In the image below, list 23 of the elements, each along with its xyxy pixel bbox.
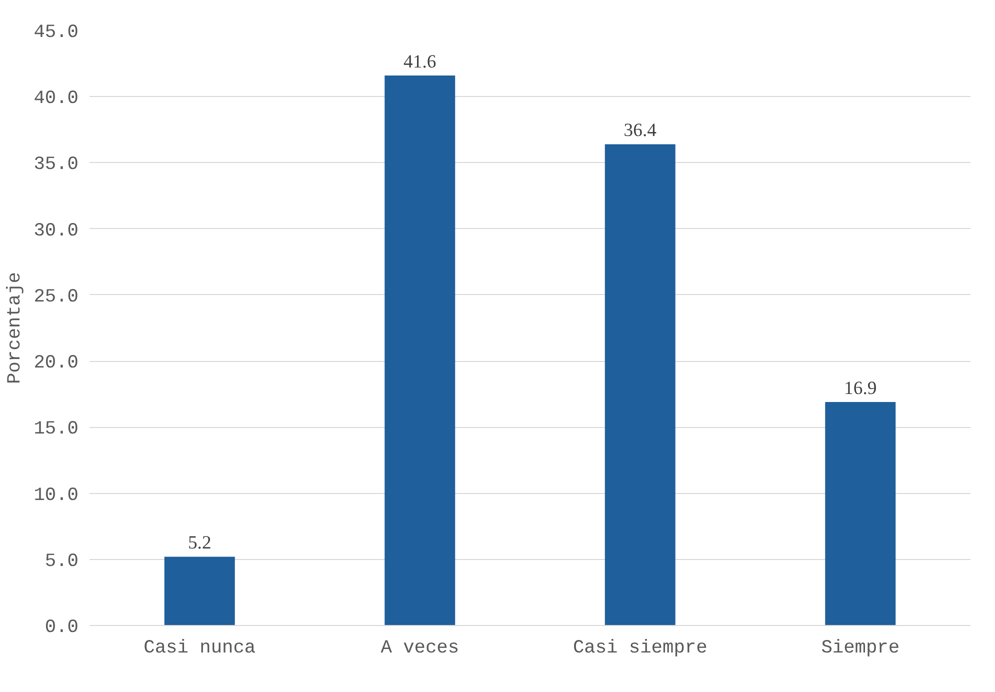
y-tick-label: 15.0 xyxy=(34,418,79,440)
y-tick-label: 40.0 xyxy=(34,87,79,110)
x-tick-label: Casi nunca xyxy=(144,636,256,658)
data-label: 41.6 xyxy=(404,51,436,72)
y-tick-label: 20.0 xyxy=(34,352,79,374)
data-label: 5.2 xyxy=(188,532,212,554)
y-tick-label: 45.0 xyxy=(34,21,79,43)
bar xyxy=(604,144,676,626)
data-label: 16.9 xyxy=(844,378,877,400)
bar xyxy=(164,556,235,626)
y-tick-label: 10.0 xyxy=(34,484,79,506)
x-tick-label: A veces xyxy=(380,636,460,658)
y-tick-label: 5.0 xyxy=(44,550,79,572)
y-tick-label: 35.0 xyxy=(34,153,79,176)
x-tick-label: Casi siempre xyxy=(572,636,708,658)
y-tick-label: 25.0 xyxy=(34,285,79,308)
bar xyxy=(825,402,896,626)
y-axis-title: Porcentaje xyxy=(4,272,26,384)
bar xyxy=(384,75,456,626)
y-tick-label: 30.0 xyxy=(34,219,79,242)
y-tick-label: 0.0 xyxy=(44,616,79,638)
data-label: 36.4 xyxy=(624,120,658,142)
x-tick-label: Siempre xyxy=(821,636,900,658)
